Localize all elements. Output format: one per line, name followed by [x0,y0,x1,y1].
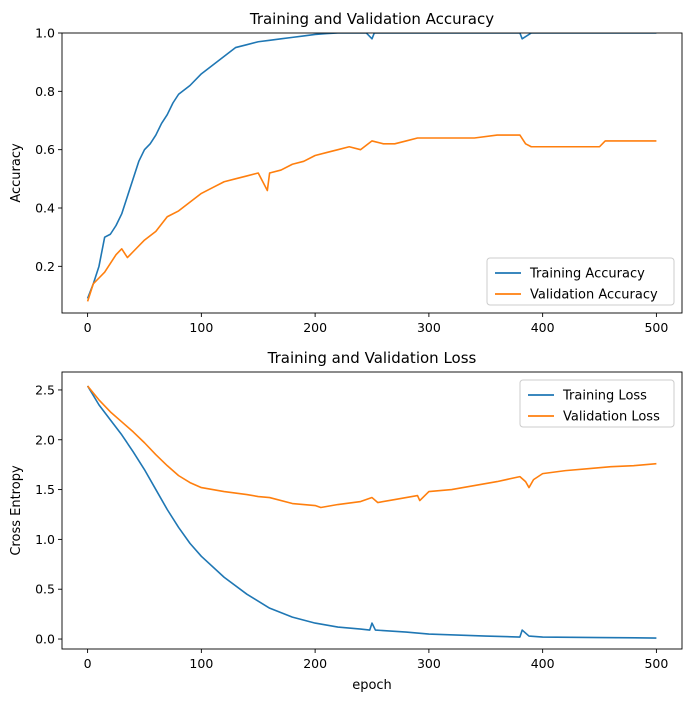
x-tick-label: 300 [417,320,441,335]
y-tick-label: 0.4 [35,201,55,216]
y-axis-label: Cross Entropy [9,465,24,556]
x-tick-label: 0 [84,320,92,335]
plot-frame [61,371,683,650]
legend-label: Training Loss [562,389,647,404]
x-tick-label: 200 [303,656,327,671]
x-tick-label: 200 [303,320,327,335]
x-tick-label: 100 [189,656,213,671]
legend-label: Validation Loss [563,410,660,425]
chart-title: Training and Validation Accuracy [249,10,494,28]
chart-1: Training and Validation Accuracy 0 100 200 3… [9,10,683,335]
chart-2: Training and Validation Loss 0 100 200 300 40… [9,349,683,693]
x-tick-label: 500 [644,320,668,335]
y-tick-label: 0.2 [35,259,55,274]
plot-frame [61,32,683,314]
series-line-training-accuracy [86,33,657,299]
x-tick-label: 400 [531,656,555,671]
series-line-training-loss [86,385,657,639]
y-tick-label: 1.0 [35,26,55,41]
x-tick-label: 400 [531,320,555,335]
y-tick-label: 2.5 [35,382,55,397]
x-tick-label: 300 [417,656,441,671]
legend-label: Validation Accuracy [530,288,658,303]
y-tick-label: 1.0 [35,532,55,547]
legend-box [486,257,675,306]
x-tick-label: 0 [84,656,92,671]
legend: Training Accuracy Validation Accuracy [486,257,675,306]
y-tick-label: 0.0 [35,632,55,647]
x-tick-label: 100 [189,320,213,335]
y-axis-label: Accuracy [9,143,24,203]
y-tick-label: 0.6 [35,142,55,157]
series-line-validation-accuracy [86,134,657,302]
x-tick-label: 500 [644,656,668,671]
y-tick-label: 2.0 [35,432,55,447]
legend-box [519,379,675,428]
legend-label: Training Accuracy [529,267,645,282]
legend: Training Loss Validation Loss [519,379,675,428]
chart-title: Training and Validation Loss [267,349,477,367]
y-tick-label: 1.5 [35,482,55,497]
y-tick-label: 0.5 [35,582,55,597]
y-tick-label: 0.8 [35,84,55,99]
series-line-validation-loss [86,385,657,509]
x-axis-label: epoch [352,678,392,693]
